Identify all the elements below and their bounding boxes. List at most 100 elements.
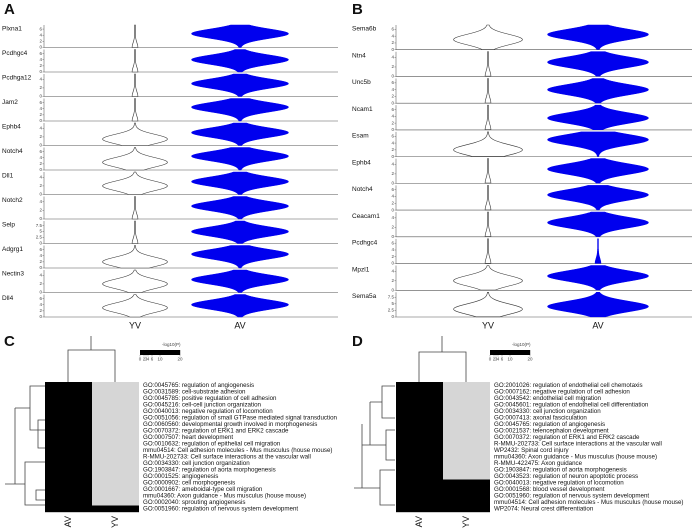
legend-swatch xyxy=(527,350,529,355)
violin xyxy=(102,245,168,269)
y-tick-label: 2 xyxy=(39,259,42,264)
y-tick-label: 2 xyxy=(39,134,42,139)
legend-tick-label: 6 xyxy=(151,357,154,362)
legend-swatch xyxy=(510,350,512,355)
legend-swatch xyxy=(179,350,181,355)
column-label: AV xyxy=(63,516,73,527)
legend-swatch xyxy=(143,350,145,355)
heatmap-cell xyxy=(92,486,139,493)
x-tick-label: YV xyxy=(482,320,494,330)
y-tick-label: 0 xyxy=(391,100,394,105)
heatmap-cell xyxy=(45,453,92,461)
row-label: GO:0021537: telencephalon development xyxy=(494,427,609,434)
legend-swatch xyxy=(144,350,146,355)
heatmap-cell xyxy=(396,434,443,441)
legend-swatch xyxy=(509,350,511,355)
legend-tick-label: 2 xyxy=(493,357,496,362)
row-label: GO:1903847: regulation of aorta morphoge… xyxy=(143,466,276,473)
heatmap-cell xyxy=(45,486,92,493)
y-tick-label: 2 xyxy=(39,63,42,68)
heatmap-cell xyxy=(45,388,92,396)
row-label: R-MMU-202733: Cell surface interactions … xyxy=(143,453,311,460)
heatmap-cell xyxy=(92,408,139,415)
legend-swatch xyxy=(493,350,495,355)
heatmap-cell xyxy=(396,479,443,487)
y-tick-label: 2.5 xyxy=(388,308,395,313)
heatmap-cell xyxy=(45,492,92,500)
legend-swatch xyxy=(523,350,525,355)
row-label: GO:0007413: axonal fasciculation xyxy=(494,414,587,421)
violin xyxy=(191,245,289,269)
y-tick-label: 2 xyxy=(391,64,394,69)
y-tick-label: 6 xyxy=(391,80,394,85)
heatmap-cell xyxy=(92,414,139,422)
violin xyxy=(547,158,649,184)
legend-swatch xyxy=(165,350,167,355)
heatmap-cell xyxy=(45,395,92,402)
violin xyxy=(547,24,649,50)
y-tick-label: 4 xyxy=(39,106,42,111)
legend-swatch xyxy=(145,350,147,355)
y-tick-label: 4 xyxy=(39,125,42,130)
row-label: GO:0043542: endothelial cell migration xyxy=(494,395,602,402)
column-label: YV xyxy=(110,516,120,528)
violin xyxy=(191,269,289,293)
row-label: GO:0051960: regulation of nervous system… xyxy=(494,492,649,499)
violin xyxy=(191,171,289,195)
column-label: YV xyxy=(461,516,471,528)
violin xyxy=(547,185,649,211)
legend-swatch xyxy=(520,350,522,355)
y-tick-label: 2 xyxy=(39,281,42,286)
y-tick-label: 2 xyxy=(391,94,394,99)
y-tick-label: 2 xyxy=(39,39,42,44)
legend-tick-label: 20 xyxy=(177,357,183,362)
gene-label: Selp xyxy=(2,222,15,229)
panel-label: A xyxy=(4,1,15,18)
gene-label: Dll1 xyxy=(2,173,14,180)
heatmap-cell xyxy=(45,473,92,480)
legend-tick-label: 20 xyxy=(527,357,533,362)
legend-swatch xyxy=(490,350,492,355)
y-tick-label: 4 xyxy=(391,114,394,119)
heatmap-cell xyxy=(92,401,139,409)
legend-swatch xyxy=(497,350,499,355)
legend-swatch xyxy=(495,350,497,355)
legend-tick-label: 6 xyxy=(501,357,504,362)
heatmap-cell xyxy=(45,408,92,415)
y-tick-label: 0 xyxy=(39,45,42,50)
y-tick-label: 7.5 xyxy=(388,294,395,299)
heatmap-cell xyxy=(92,382,139,389)
heatmap-cell xyxy=(396,382,443,389)
y-tick-label: 7.5 xyxy=(36,223,43,228)
gene-label: Mpzl1 xyxy=(352,266,370,273)
row-label: GO:0051960: regulation of nervous system… xyxy=(143,505,298,512)
violin xyxy=(191,73,289,97)
violin xyxy=(191,220,289,244)
gene-label: Notch4 xyxy=(352,186,373,193)
row-label: GO:0001667: ameboidal-type cell migratio… xyxy=(143,486,263,493)
violin xyxy=(191,196,289,220)
gene-label: Pcdhga12 xyxy=(2,75,32,82)
heatmap-cell xyxy=(443,460,490,467)
heatmap-cell xyxy=(396,453,443,461)
heatmap-cell xyxy=(396,427,443,435)
legend-swatch xyxy=(524,350,526,355)
heatmap-cell xyxy=(443,440,490,448)
legend-swatch xyxy=(149,350,151,355)
legend-swatch xyxy=(174,350,176,355)
legend-swatch xyxy=(164,350,166,355)
violin xyxy=(484,51,492,77)
heatmap-cell xyxy=(443,473,490,480)
violin xyxy=(484,78,492,104)
violin xyxy=(191,98,289,122)
y-tick-label: 0 xyxy=(391,47,394,52)
heatmap-cell xyxy=(92,479,139,487)
legend-swatch xyxy=(529,350,531,355)
legend-swatch xyxy=(514,350,516,355)
heatmap-cell xyxy=(45,466,92,474)
gene-label: Ntn4 xyxy=(352,52,366,59)
gene-label: Plxna1 xyxy=(2,26,22,33)
violin xyxy=(547,131,649,157)
y-tick-label: 4 xyxy=(39,155,42,160)
legend-swatch xyxy=(494,350,496,355)
